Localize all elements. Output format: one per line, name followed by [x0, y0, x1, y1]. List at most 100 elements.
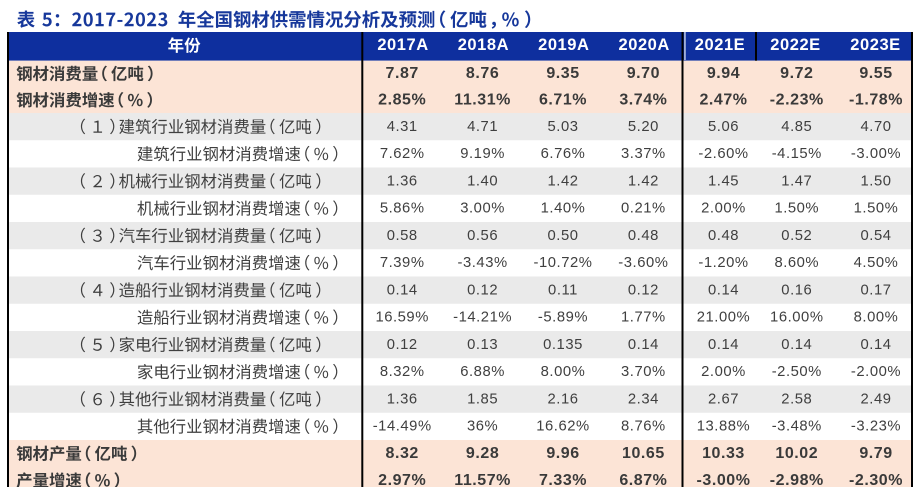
svg-text:1.50: 1.50 [861, 173, 892, 189]
svg-text:1.42: 1.42 [628, 173, 659, 189]
svg-text:3.70%: 3.70% [621, 364, 666, 380]
svg-text:11.31%: 11.31% [454, 92, 511, 109]
svg-text:2018A: 2018A [458, 36, 509, 54]
svg-text:-4.15%: -4.15% [772, 146, 822, 162]
svg-text:7.87: 7.87 [386, 65, 419, 82]
svg-text:7.62%: 7.62% [380, 146, 425, 162]
svg-text:-5.89%: -5.89% [538, 310, 588, 326]
svg-text:0.56: 0.56 [467, 228, 498, 244]
svg-text:36%: 36% [467, 419, 498, 435]
svg-text:5.86%: 5.86% [380, 201, 425, 217]
svg-text:7.39%: 7.39% [380, 255, 425, 271]
svg-text:0.12: 0.12 [387, 337, 418, 353]
svg-text:4.50%: 4.50% [854, 255, 899, 271]
svg-text:0.14: 0.14 [628, 337, 659, 353]
svg-text:2021E: 2021E [695, 36, 745, 54]
svg-text:0.21%: 0.21% [621, 201, 666, 217]
svg-text:10.33: 10.33 [702, 445, 745, 462]
svg-text:0.48: 0.48 [628, 228, 659, 244]
svg-text:-14.49%: -14.49% [373, 419, 432, 435]
svg-text:9.72: 9.72 [780, 65, 813, 82]
svg-text:-2.50%: -2.50% [772, 364, 822, 380]
svg-text:2.34: 2.34 [628, 391, 659, 407]
svg-text:7.33%: 7.33% [539, 472, 587, 487]
svg-text:-3.00%: -3.00% [697, 472, 751, 487]
svg-text:1.85: 1.85 [467, 391, 498, 407]
svg-text:0.54: 0.54 [861, 228, 892, 244]
svg-text:0.14: 0.14 [708, 337, 739, 353]
svg-text:0.16: 0.16 [781, 282, 812, 298]
svg-text:1.47: 1.47 [781, 173, 812, 189]
svg-text:0.17: 0.17 [861, 282, 892, 298]
svg-text:-2.30%: -2.30% [849, 472, 903, 487]
svg-text:2.00%: 2.00% [701, 201, 746, 217]
svg-text:0.14: 0.14 [781, 337, 812, 353]
svg-text:1.42: 1.42 [548, 173, 579, 189]
svg-text:5.06: 5.06 [708, 119, 739, 135]
svg-text:3.74%: 3.74% [619, 92, 667, 109]
svg-text:0.48: 0.48 [708, 228, 739, 244]
svg-text:21.00%: 21.00% [697, 310, 751, 326]
svg-text:9.94: 9.94 [707, 65, 740, 82]
svg-text:1.40%: 1.40% [541, 201, 586, 217]
svg-text:2.00%: 2.00% [701, 364, 746, 380]
svg-text:-2.23%: -2.23% [770, 92, 824, 109]
svg-text:2017A: 2017A [377, 36, 428, 54]
svg-text:8.76%: 8.76% [621, 419, 666, 435]
svg-text:-3.00%: -3.00% [851, 146, 901, 162]
svg-text:-2.98%: -2.98% [770, 472, 824, 487]
svg-text:-3.43%: -3.43% [458, 255, 508, 271]
svg-text:16.59%: 16.59% [375, 310, 429, 326]
svg-text:13.88%: 13.88% [697, 419, 751, 435]
svg-text:2.16: 2.16 [548, 391, 579, 407]
svg-text:6.87%: 6.87% [619, 472, 667, 487]
svg-text:-1.20%: -1.20% [698, 255, 748, 271]
svg-text:-14.21%: -14.21% [453, 310, 512, 326]
svg-text:2022E: 2022E [770, 36, 820, 54]
svg-text:8.32%: 8.32% [380, 364, 425, 380]
svg-text:0.135: 0.135 [543, 337, 583, 353]
svg-text:-3.60%: -3.60% [618, 255, 668, 271]
svg-text:0.11: 0.11 [548, 282, 578, 298]
svg-text:2.47%: 2.47% [699, 92, 747, 109]
svg-text:6.71%: 6.71% [539, 92, 587, 109]
svg-text:2020A: 2020A [619, 36, 670, 54]
svg-text:8.60%: 8.60% [774, 255, 819, 271]
svg-text:1.50%: 1.50% [854, 201, 899, 217]
svg-text:8.32: 8.32 [386, 445, 419, 462]
svg-text:5.03: 5.03 [548, 119, 579, 135]
svg-text:9.35: 9.35 [546, 65, 579, 82]
svg-text:-1.78%: -1.78% [849, 92, 903, 109]
svg-text:1.36: 1.36 [387, 391, 418, 407]
svg-text:-3.23%: -3.23% [851, 419, 901, 435]
svg-text:16.00%: 16.00% [770, 310, 824, 326]
svg-text:4.85: 4.85 [781, 119, 812, 135]
svg-text:4.31: 4.31 [387, 119, 418, 135]
svg-text:6.76%: 6.76% [541, 146, 586, 162]
svg-text:3.00%: 3.00% [460, 201, 505, 217]
svg-text:0.13: 0.13 [467, 337, 498, 353]
svg-text:2019A: 2019A [538, 36, 589, 54]
svg-text:5.20: 5.20 [628, 119, 659, 135]
svg-text:2023E: 2023E [850, 36, 900, 54]
svg-text:16.62%: 16.62% [536, 419, 590, 435]
svg-text:-2.60%: -2.60% [698, 146, 748, 162]
svg-text:-3.48%: -3.48% [772, 419, 822, 435]
svg-text:9.28: 9.28 [466, 445, 499, 462]
svg-text:8.76: 8.76 [466, 65, 499, 82]
svg-text:1.40: 1.40 [467, 173, 498, 189]
svg-text:8.00%: 8.00% [541, 364, 586, 380]
svg-text:10.02: 10.02 [775, 445, 818, 462]
svg-text:4.71: 4.71 [467, 119, 498, 135]
svg-text:9.70: 9.70 [627, 65, 660, 82]
svg-text:3.37%: 3.37% [621, 146, 666, 162]
svg-text:10.65: 10.65 [622, 445, 665, 462]
svg-text:1.36: 1.36 [387, 173, 418, 189]
svg-text:2.97%: 2.97% [378, 472, 426, 487]
svg-text:6.88%: 6.88% [460, 364, 505, 380]
svg-text:1.45: 1.45 [708, 173, 739, 189]
svg-text:0.58: 0.58 [387, 228, 418, 244]
svg-text:0.50: 0.50 [548, 228, 579, 244]
svg-text:9.79: 9.79 [859, 445, 892, 462]
svg-text:9.19%: 9.19% [460, 146, 505, 162]
